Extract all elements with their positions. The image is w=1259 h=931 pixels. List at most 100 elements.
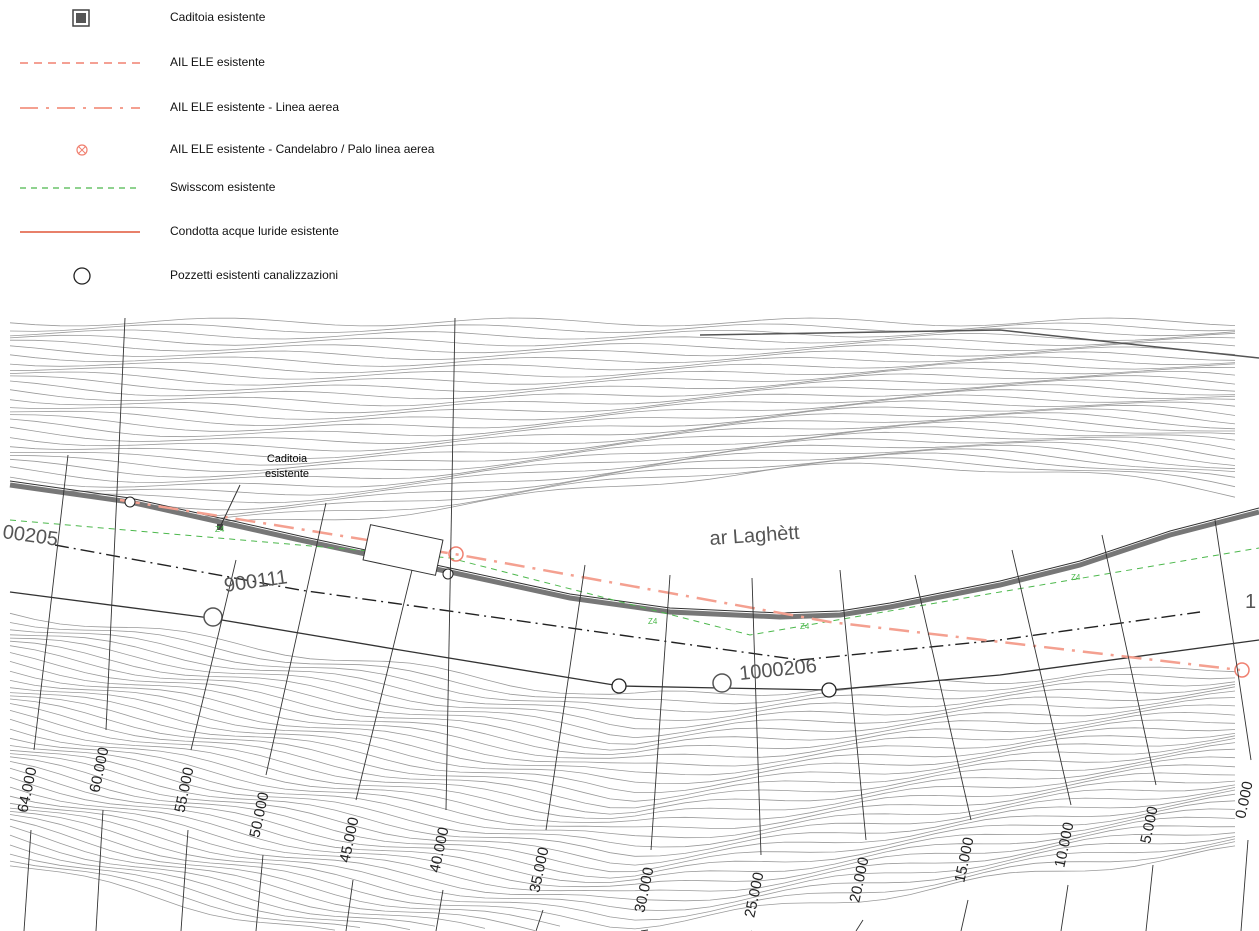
section-line bbox=[95, 809, 104, 931]
contour bbox=[9, 612, 1236, 697]
contour bbox=[9, 371, 1236, 400]
contour bbox=[9, 361, 1236, 386]
symbol-palo bbox=[76, 144, 88, 156]
section-line bbox=[445, 317, 456, 811]
contour bbox=[9, 749, 1236, 848]
contour bbox=[9, 457, 1236, 524]
section-line bbox=[1240, 839, 1249, 931]
pozzetto bbox=[442, 568, 454, 580]
contour bbox=[9, 444, 1236, 504]
contour bbox=[9, 844, 436, 927]
station-label: 35.000 bbox=[526, 846, 552, 894]
section-line bbox=[255, 854, 264, 931]
swisscom-label: Z4 bbox=[800, 622, 810, 631]
section-line bbox=[960, 899, 969, 931]
contour bbox=[9, 776, 1236, 883]
caditoia bbox=[217, 524, 223, 530]
contour bbox=[9, 640, 1236, 739]
callout-leader bbox=[220, 484, 241, 526]
contour bbox=[9, 703, 1236, 809]
legend bbox=[20, 9, 140, 285]
palo bbox=[448, 546, 464, 562]
place-name: ar Laghètt bbox=[709, 522, 801, 550]
contour bbox=[9, 718, 1236, 820]
section-line bbox=[1145, 864, 1154, 931]
contour bbox=[9, 317, 1236, 327]
contour bbox=[9, 811, 1236, 921]
contour bbox=[9, 756, 1236, 866]
contour bbox=[9, 389, 1236, 427]
contour bbox=[9, 853, 411, 930]
section-line bbox=[914, 574, 972, 821]
contour bbox=[9, 379, 1236, 414]
section-line bbox=[839, 569, 867, 841]
chamber bbox=[712, 673, 732, 693]
section-line bbox=[435, 889, 444, 931]
contour bbox=[9, 366, 1236, 393]
section-line bbox=[345, 879, 354, 931]
legend-label: AIL ELE esistente - Candelabro / Palo li… bbox=[170, 142, 435, 156]
symbol-pozzetto bbox=[73, 267, 91, 285]
contour bbox=[9, 384, 1236, 420]
section-line bbox=[1011, 549, 1072, 806]
contour bbox=[9, 356, 1236, 380]
pozzetto bbox=[821, 682, 837, 698]
contour bbox=[9, 745, 1236, 839]
contour bbox=[9, 438, 1236, 488]
contour bbox=[9, 670, 1236, 759]
contour bbox=[9, 695, 1236, 793]
contour bbox=[9, 645, 1236, 745]
contour bbox=[9, 448, 1236, 511]
contour bbox=[9, 802, 1236, 902]
pozzetto bbox=[124, 496, 136, 508]
upper-road bbox=[699, 329, 1259, 359]
contour bbox=[9, 860, 361, 928]
section-line bbox=[1101, 534, 1157, 786]
contour bbox=[9, 332, 1236, 347]
section-line bbox=[265, 502, 327, 776]
contour bbox=[9, 652, 1236, 751]
contour bbox=[9, 687, 1236, 776]
section-line bbox=[650, 574, 671, 851]
contour bbox=[9, 629, 1236, 713]
contour bbox=[9, 834, 486, 929]
pozzetto bbox=[611, 678, 627, 694]
section-line bbox=[105, 317, 126, 731]
contour bbox=[9, 692, 1236, 785]
section-line bbox=[180, 829, 189, 931]
contour bbox=[9, 622, 1236, 705]
station-label: 64.000 bbox=[14, 766, 40, 814]
contour bbox=[9, 807, 1236, 911]
contour bbox=[9, 426, 1236, 478]
station-label: 15.000 bbox=[951, 836, 977, 884]
palo bbox=[1234, 662, 1250, 678]
contour bbox=[9, 327, 1236, 340]
contour bbox=[9, 408, 1236, 452]
section-line bbox=[33, 454, 69, 751]
section-line bbox=[855, 919, 864, 931]
contour bbox=[9, 431, 1236, 483]
swisscom-label: Z4 bbox=[1071, 573, 1081, 582]
chamber bbox=[203, 607, 223, 627]
section-line bbox=[23, 829, 32, 931]
contour bbox=[9, 400, 1236, 438]
contour bbox=[9, 728, 1236, 823]
contour bbox=[9, 795, 1236, 892]
station-label: 45.000 bbox=[336, 816, 362, 864]
legend-label: Caditoia esistente bbox=[170, 10, 266, 24]
contour bbox=[9, 710, 1236, 815]
contour bbox=[9, 753, 1236, 857]
section-line bbox=[535, 909, 544, 931]
contour bbox=[9, 346, 1236, 367]
contour bbox=[9, 698, 1236, 802]
station-label: 20.000 bbox=[846, 856, 872, 904]
contour bbox=[9, 404, 1236, 445]
contour bbox=[9, 865, 336, 931]
contour bbox=[9, 421, 1236, 472]
road-edge-line bbox=[9, 480, 1259, 614]
contour bbox=[9, 336, 1236, 354]
contour bbox=[9, 825, 536, 931]
legend-label: AIL ELE esistente - Linea aerea bbox=[170, 100, 339, 114]
contour bbox=[9, 661, 1236, 756]
contour bbox=[9, 814, 1236, 930]
